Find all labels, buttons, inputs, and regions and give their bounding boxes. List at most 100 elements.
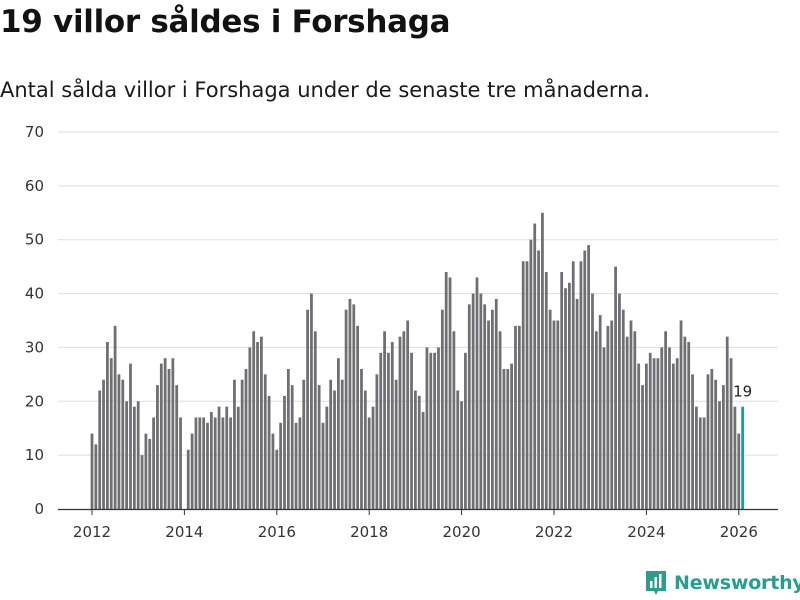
bar <box>286 368 290 509</box>
bar <box>683 336 687 509</box>
bar <box>260 336 263 509</box>
bar <box>394 379 398 509</box>
bar <box>429 352 433 509</box>
bar <box>106 342 109 509</box>
brand-logo: Newsworthy <box>644 569 800 597</box>
bar <box>560 272 564 509</box>
bar <box>360 368 363 509</box>
bar <box>248 347 252 509</box>
bar <box>229 417 232 509</box>
x-tick-label: 2014 <box>165 523 203 541</box>
bar <box>98 390 102 509</box>
bar <box>206 422 209 509</box>
bar <box>379 352 383 509</box>
bar <box>294 422 298 509</box>
bar <box>517 325 521 509</box>
bar <box>464 352 467 509</box>
bar <box>629 320 633 509</box>
bar <box>525 261 529 509</box>
chart-subtitle: Antal sålda villor i Forshaga under de s… <box>0 78 650 102</box>
bar <box>414 390 417 509</box>
bar <box>487 320 490 509</box>
bar <box>641 385 644 509</box>
bar <box>159 363 163 509</box>
bar <box>356 325 360 509</box>
bar <box>410 352 413 509</box>
chart-title: 19 villor såldes i Forshaga <box>0 4 451 40</box>
bar <box>440 309 444 509</box>
bar <box>340 379 344 509</box>
bar <box>587 245 591 509</box>
bar <box>367 417 371 509</box>
bar <box>209 412 213 509</box>
bar <box>541 212 544 510</box>
bar <box>333 390 336 509</box>
bar <box>156 385 159 509</box>
brand-name: Newsworthy <box>674 572 800 594</box>
x-tick-label: 2022 <box>535 523 573 541</box>
bar <box>90 433 94 509</box>
bar <box>402 331 406 509</box>
bar <box>121 379 125 509</box>
bar <box>417 395 421 509</box>
bar <box>194 417 198 509</box>
bar <box>437 347 440 509</box>
bar <box>240 379 244 509</box>
bar <box>498 331 502 509</box>
y-tick-label: 30 <box>25 338 44 356</box>
bar <box>406 320 410 509</box>
bar <box>225 406 229 509</box>
bar <box>321 422 325 509</box>
bar <box>691 374 694 509</box>
bar <box>718 401 721 509</box>
bar <box>444 272 448 509</box>
bar <box>317 385 321 509</box>
bar <box>637 363 641 509</box>
bar <box>537 250 540 509</box>
bar <box>302 379 306 509</box>
bar <box>275 449 279 509</box>
bar <box>425 347 429 509</box>
bar <box>514 325 517 509</box>
bar <box>618 293 621 509</box>
x-tick-label: 2020 <box>443 523 481 541</box>
bar <box>306 309 309 509</box>
bar <box>217 406 221 509</box>
bar <box>494 298 498 509</box>
bar <box>721 385 725 509</box>
x-tick-label: 2016 <box>258 523 296 541</box>
bar <box>129 363 132 509</box>
bar <box>144 433 148 509</box>
bar <box>583 250 587 509</box>
y-tick-label: 0 <box>34 500 44 518</box>
bar <box>610 320 614 509</box>
bar <box>344 309 348 509</box>
bar <box>548 309 552 509</box>
bar <box>679 320 683 509</box>
bar <box>140 455 144 509</box>
bar <box>698 417 702 509</box>
bar <box>702 417 706 509</box>
bar <box>733 406 737 509</box>
y-tick-label: 40 <box>25 285 44 303</box>
bar <box>652 358 656 509</box>
bar <box>352 304 356 509</box>
y-tick-label: 20 <box>25 392 44 410</box>
x-tick-label: 2012 <box>73 523 111 541</box>
bar <box>506 368 510 509</box>
bar <box>421 412 425 509</box>
bar <box>433 352 437 509</box>
bar <box>695 406 698 509</box>
bar <box>456 390 460 509</box>
bar <box>467 304 471 509</box>
bar <box>290 385 294 509</box>
bar <box>606 325 610 509</box>
bar <box>479 293 483 509</box>
bar <box>552 320 556 509</box>
bar <box>167 368 171 509</box>
bar <box>621 309 625 509</box>
bar <box>714 379 718 509</box>
bar <box>383 331 386 509</box>
bar <box>221 417 225 509</box>
